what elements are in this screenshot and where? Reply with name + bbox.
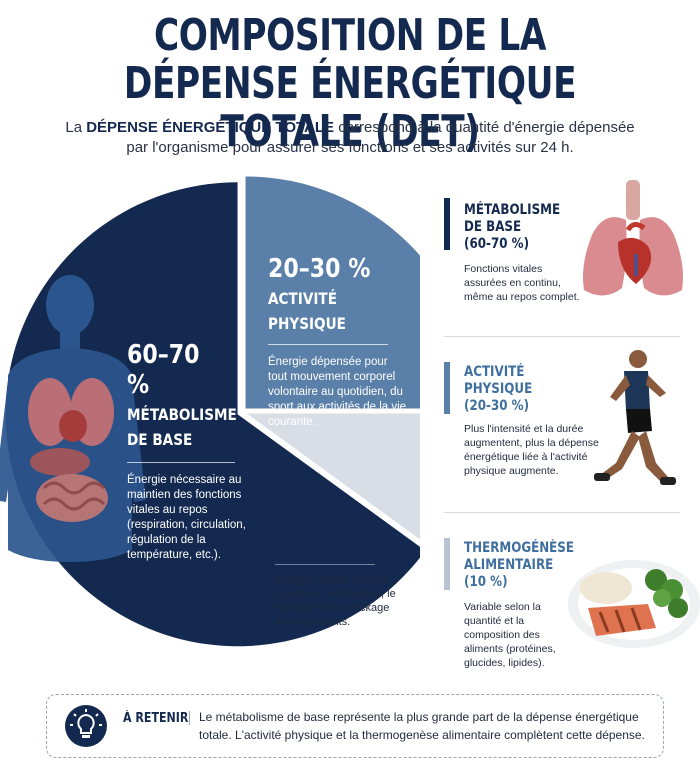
panel-metabolism: MÉTABOLISME DE BASE (60-70 %) Fonctions … (444, 198, 694, 338)
panel-title: MÉTABOLISME DE BASE (60-70 %) (464, 202, 561, 252)
takeaway-separator (189, 711, 190, 725)
runner-icon (594, 350, 676, 485)
slice-name-base-line2: DE BASE (127, 430, 193, 449)
panel-description: Variable selon la quantité et la composi… (464, 601, 556, 669)
intro-text: La DÉPENSE ÉNERGÉTIQUE TOTALE correspond… (65, 119, 635, 156)
meal-plate-icon (568, 560, 700, 648)
divider (268, 344, 388, 345)
panel-description: Plus l'intensité et la durée augmentent,… (464, 423, 599, 477)
slice-desc-base: Énergie nécessaire au maintien des fonct… (127, 474, 246, 561)
key-takeaway-box: À RETENIR Le métabolisme de base représe… (46, 694, 664, 758)
panel-thermogenesis: THERMOGÉNÈSE ALIMENTAIRE (10 %) Variable… (444, 536, 694, 669)
slice-name-activity-line1: ACTIVITÉ (268, 289, 337, 308)
pie-slice-thermo (246, 413, 420, 540)
slice-label-thermo: 10 % THERMOGÉNÈSE ALIMENTAIRE Énergie ut… (275, 488, 405, 629)
slice-label-activity: 20–30 % ACTIVITÉ PHYSIQUE Énergie dépens… (268, 254, 408, 430)
panel-divider (444, 512, 680, 513)
lungs-heart-icon (583, 180, 683, 296)
panel-title: THERMOGÉNÈSE ALIMENTAIRE (10 %) (464, 540, 575, 590)
lightbulb-icon (65, 705, 107, 747)
page-title-line-2: DÉPENSE ÉNERGÉTIQUE TOTALE (DET) (123, 58, 577, 157)
takeaway-label: À RETENIR (123, 711, 189, 726)
slice-desc-thermo: Énergie utilisée pour la digestion, l'ab… (275, 574, 396, 628)
slice-name-thermo-line2: ALIMENTAIRE (275, 538, 358, 553)
panel-accent-bar (444, 538, 450, 590)
slice-name-thermo-line1: THERMOGÉNÈSE (275, 519, 378, 534)
pie-slice-activity (245, 176, 420, 409)
panel-divider (444, 336, 680, 337)
divider (127, 462, 235, 463)
panel-accent-bar (444, 362, 450, 414)
slice-name-activity-line2: PHYSIQUE (268, 314, 346, 333)
slice-percent-activity: 20–30 % (268, 254, 371, 284)
intro-bold: DÉPENSE ÉNERGÉTIQUE TOTALE (86, 119, 335, 136)
panel-title: ACTIVITÉ PHYSIQUE (20-30 %) (464, 364, 533, 414)
slice-percent-thermo: 10 % (275, 488, 331, 516)
panel-activity: ACTIVITÉ PHYSIQUE (20-30 %) Plus l'inten… (444, 360, 694, 520)
panel-accent-bar (444, 198, 450, 250)
energy-pie-chart (0, 176, 420, 647)
page-title-line-1: COMPOSITION DE LA (153, 10, 547, 61)
slice-desc-activity: Énergie dépensée pour tout mouvement cor… (268, 356, 407, 428)
takeaway-text: Le métabolisme de base représente la plu… (199, 710, 645, 742)
slice-percent-base: 60–70 % (127, 340, 200, 400)
slice-name-base-line1: MÉTABOLISME (127, 405, 237, 424)
human-body-icon (0, 275, 146, 562)
panel-description: Fonctions vitales assurées en continu, m… (464, 263, 580, 303)
divider (275, 564, 375, 565)
slice-label-base: 60–70 % MÉTABOLISME DE BASE Énergie néce… (127, 340, 247, 563)
